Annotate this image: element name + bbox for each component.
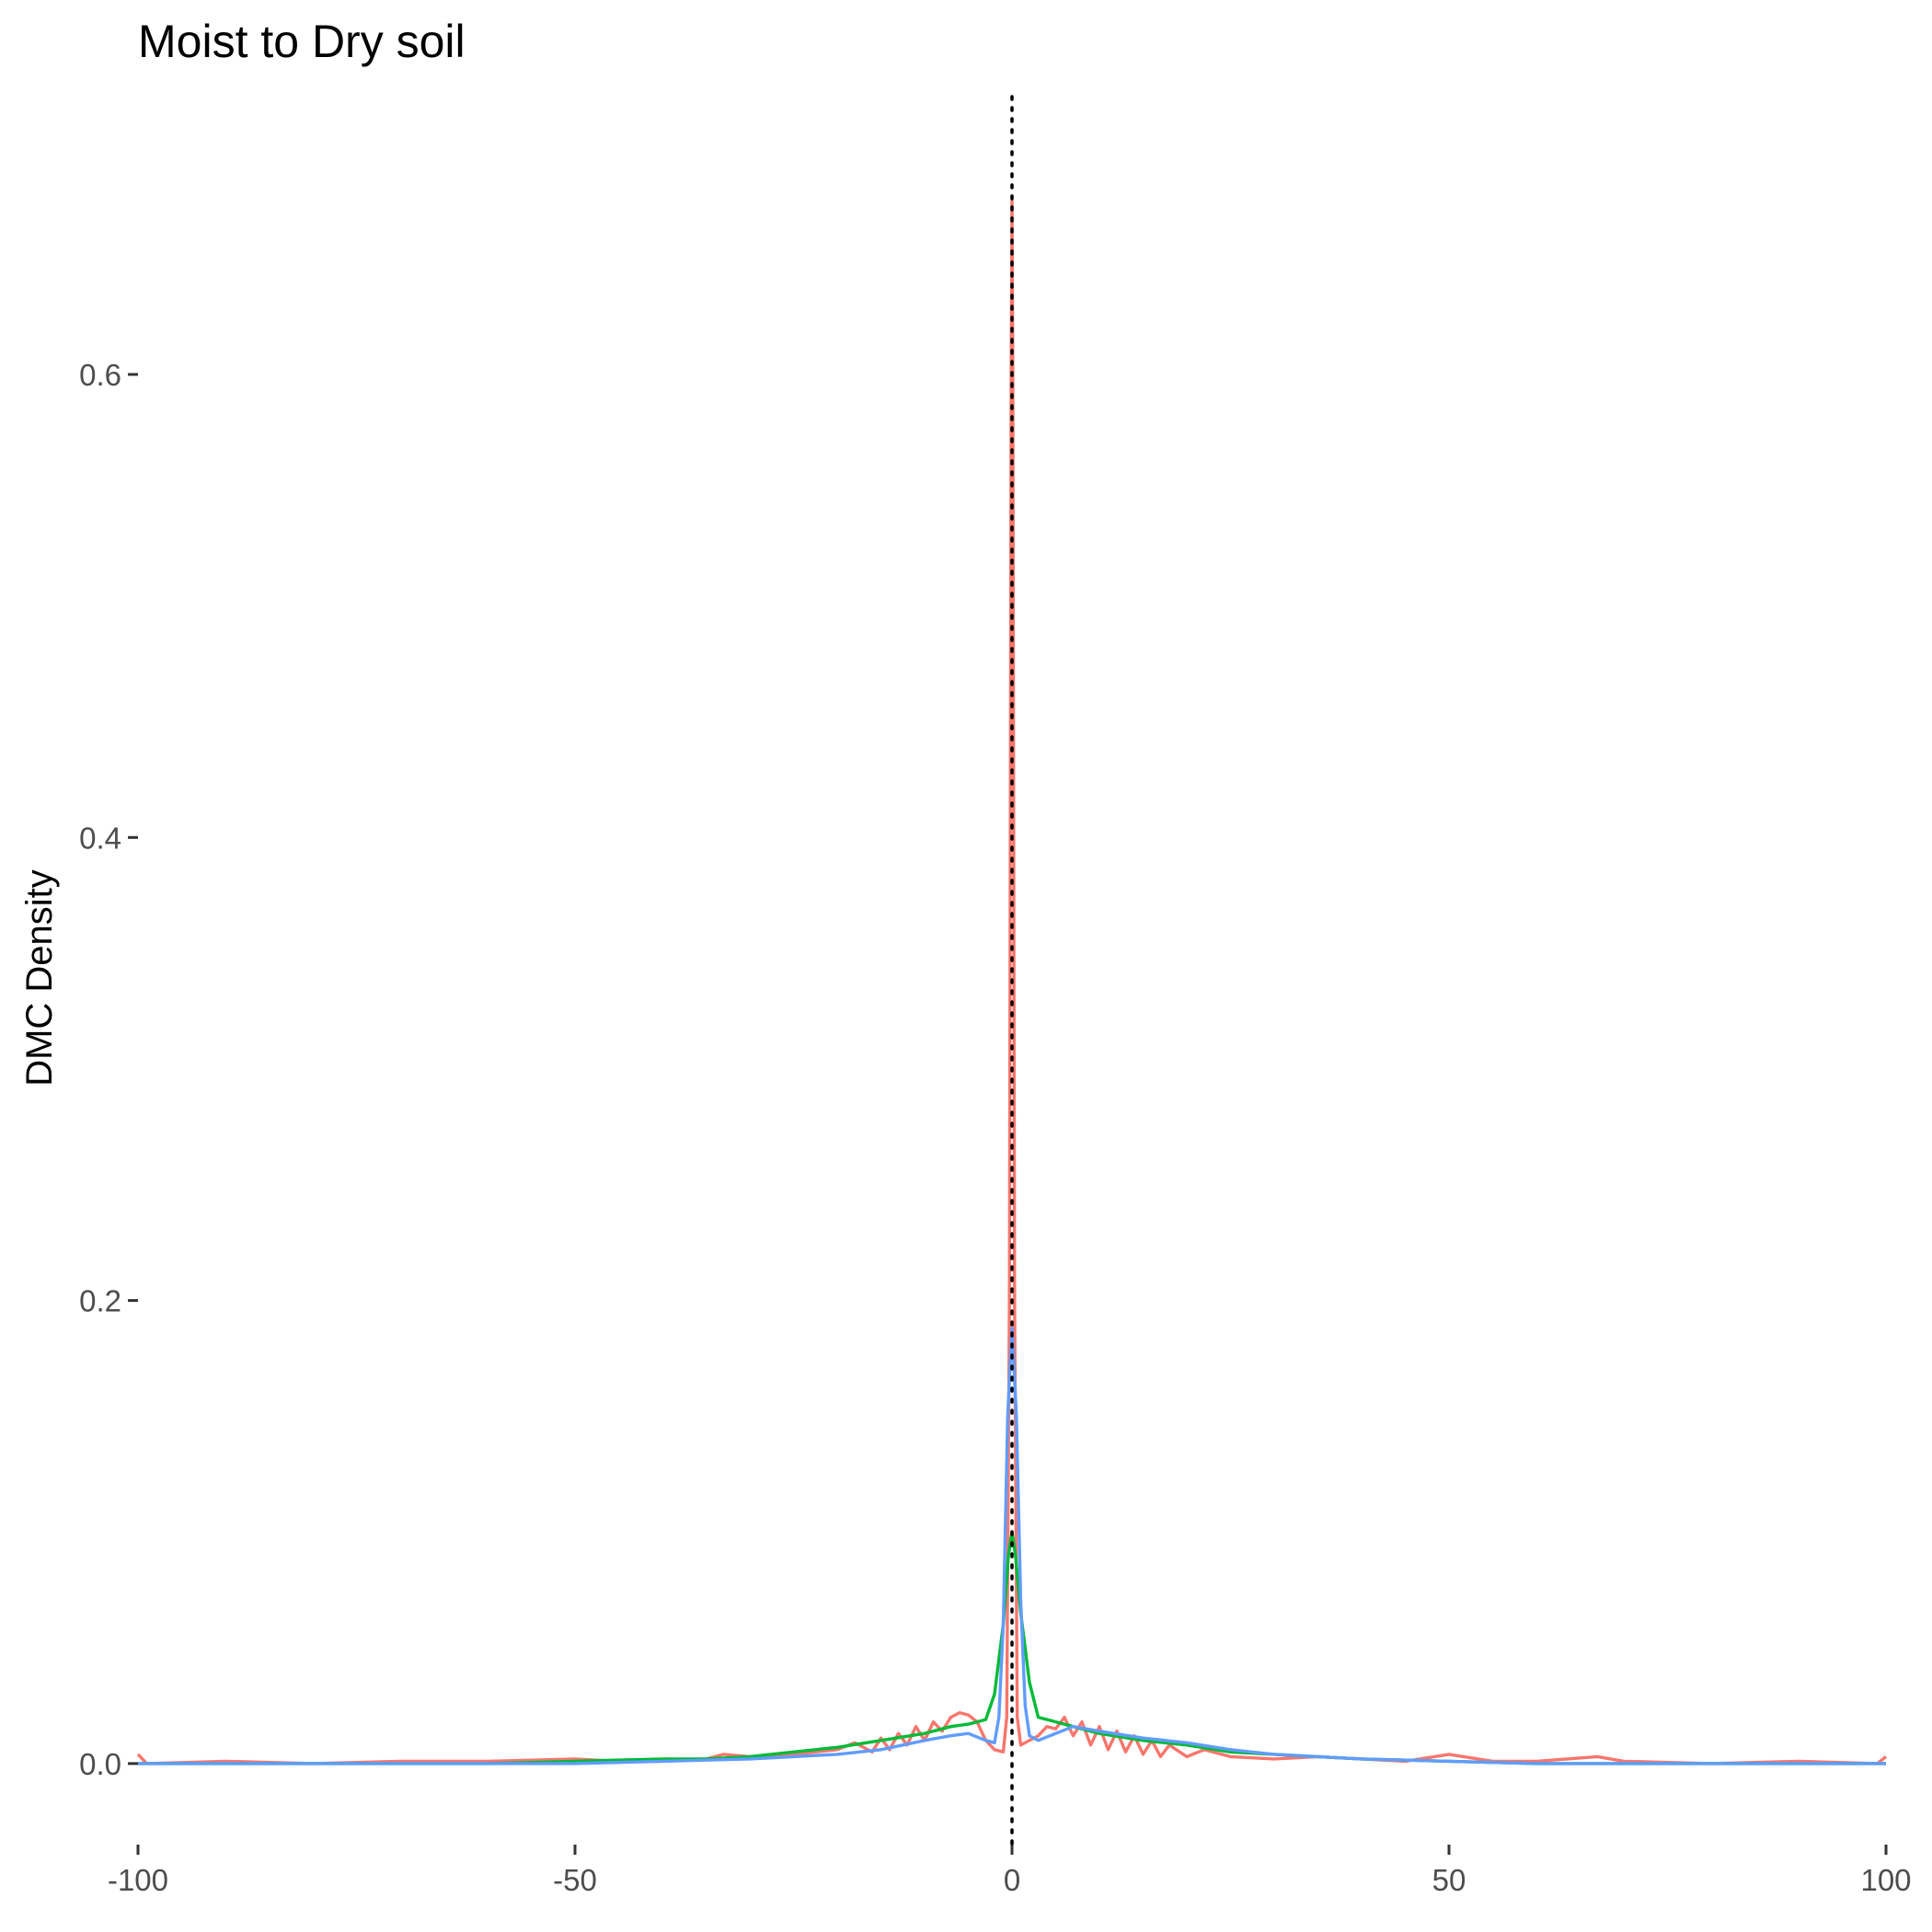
y-tick-label: 0.0 [79, 1747, 121, 1781]
y-tick-label: 0.6 [79, 358, 121, 392]
x-tick-label: 50 [1432, 1863, 1466, 1897]
x-tick-label: 0 [1004, 1863, 1020, 1897]
x-tick-label: -100 [108, 1863, 168, 1897]
x-tick-label: 100 [1860, 1863, 1911, 1897]
y-axis: 0.0 0.2 0.4 0.6 [79, 358, 138, 1781]
y-tick-label: 0.2 [79, 1284, 121, 1318]
y-tick-label: 0.4 [79, 821, 121, 855]
series-line-1 [136, 199, 1888, 1765]
y-axis-label: DMC Density [19, 869, 60, 1087]
x-tick-label: -50 [553, 1863, 597, 1897]
chart-title: Moist to Dry soil [138, 16, 466, 67]
x-axis: -100 -50 0 50 100 [108, 1845, 1912, 1897]
series-line-3 [138, 1327, 1886, 1765]
